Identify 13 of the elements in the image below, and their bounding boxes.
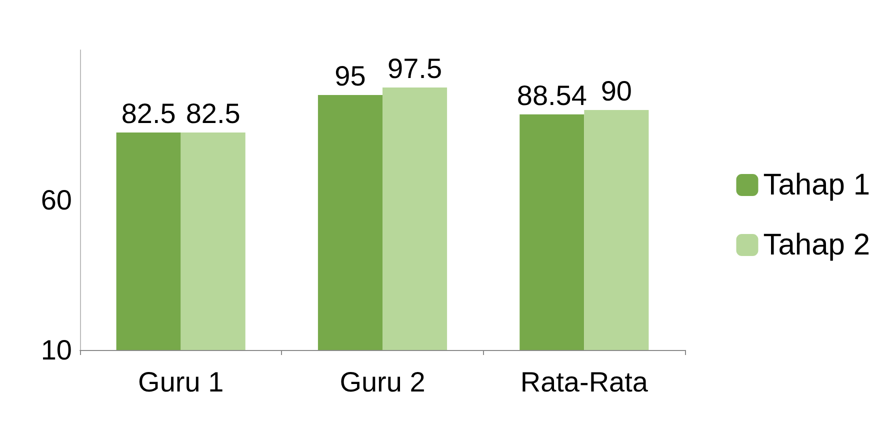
data-label: 82.5: [121, 98, 176, 129]
y-tick-label: 10: [40, 334, 72, 366]
data-label: 97.5: [388, 53, 442, 84]
data-label: 82.5: [186, 98, 240, 129]
legend-label: Tahap 1: [763, 168, 870, 202]
legend-label: Tahap 2: [763, 228, 870, 262]
x-tick-label: Guru 1: [138, 366, 224, 398]
y-tick-label: 60: [40, 184, 72, 216]
data-label: 88.54: [516, 80, 587, 111]
data-label: 90: [600, 76, 632, 106]
x-tick-label: Guru 2: [340, 366, 426, 398]
x-tick-label: Rata-Rata: [520, 366, 648, 398]
data-label: 95: [334, 60, 366, 92]
